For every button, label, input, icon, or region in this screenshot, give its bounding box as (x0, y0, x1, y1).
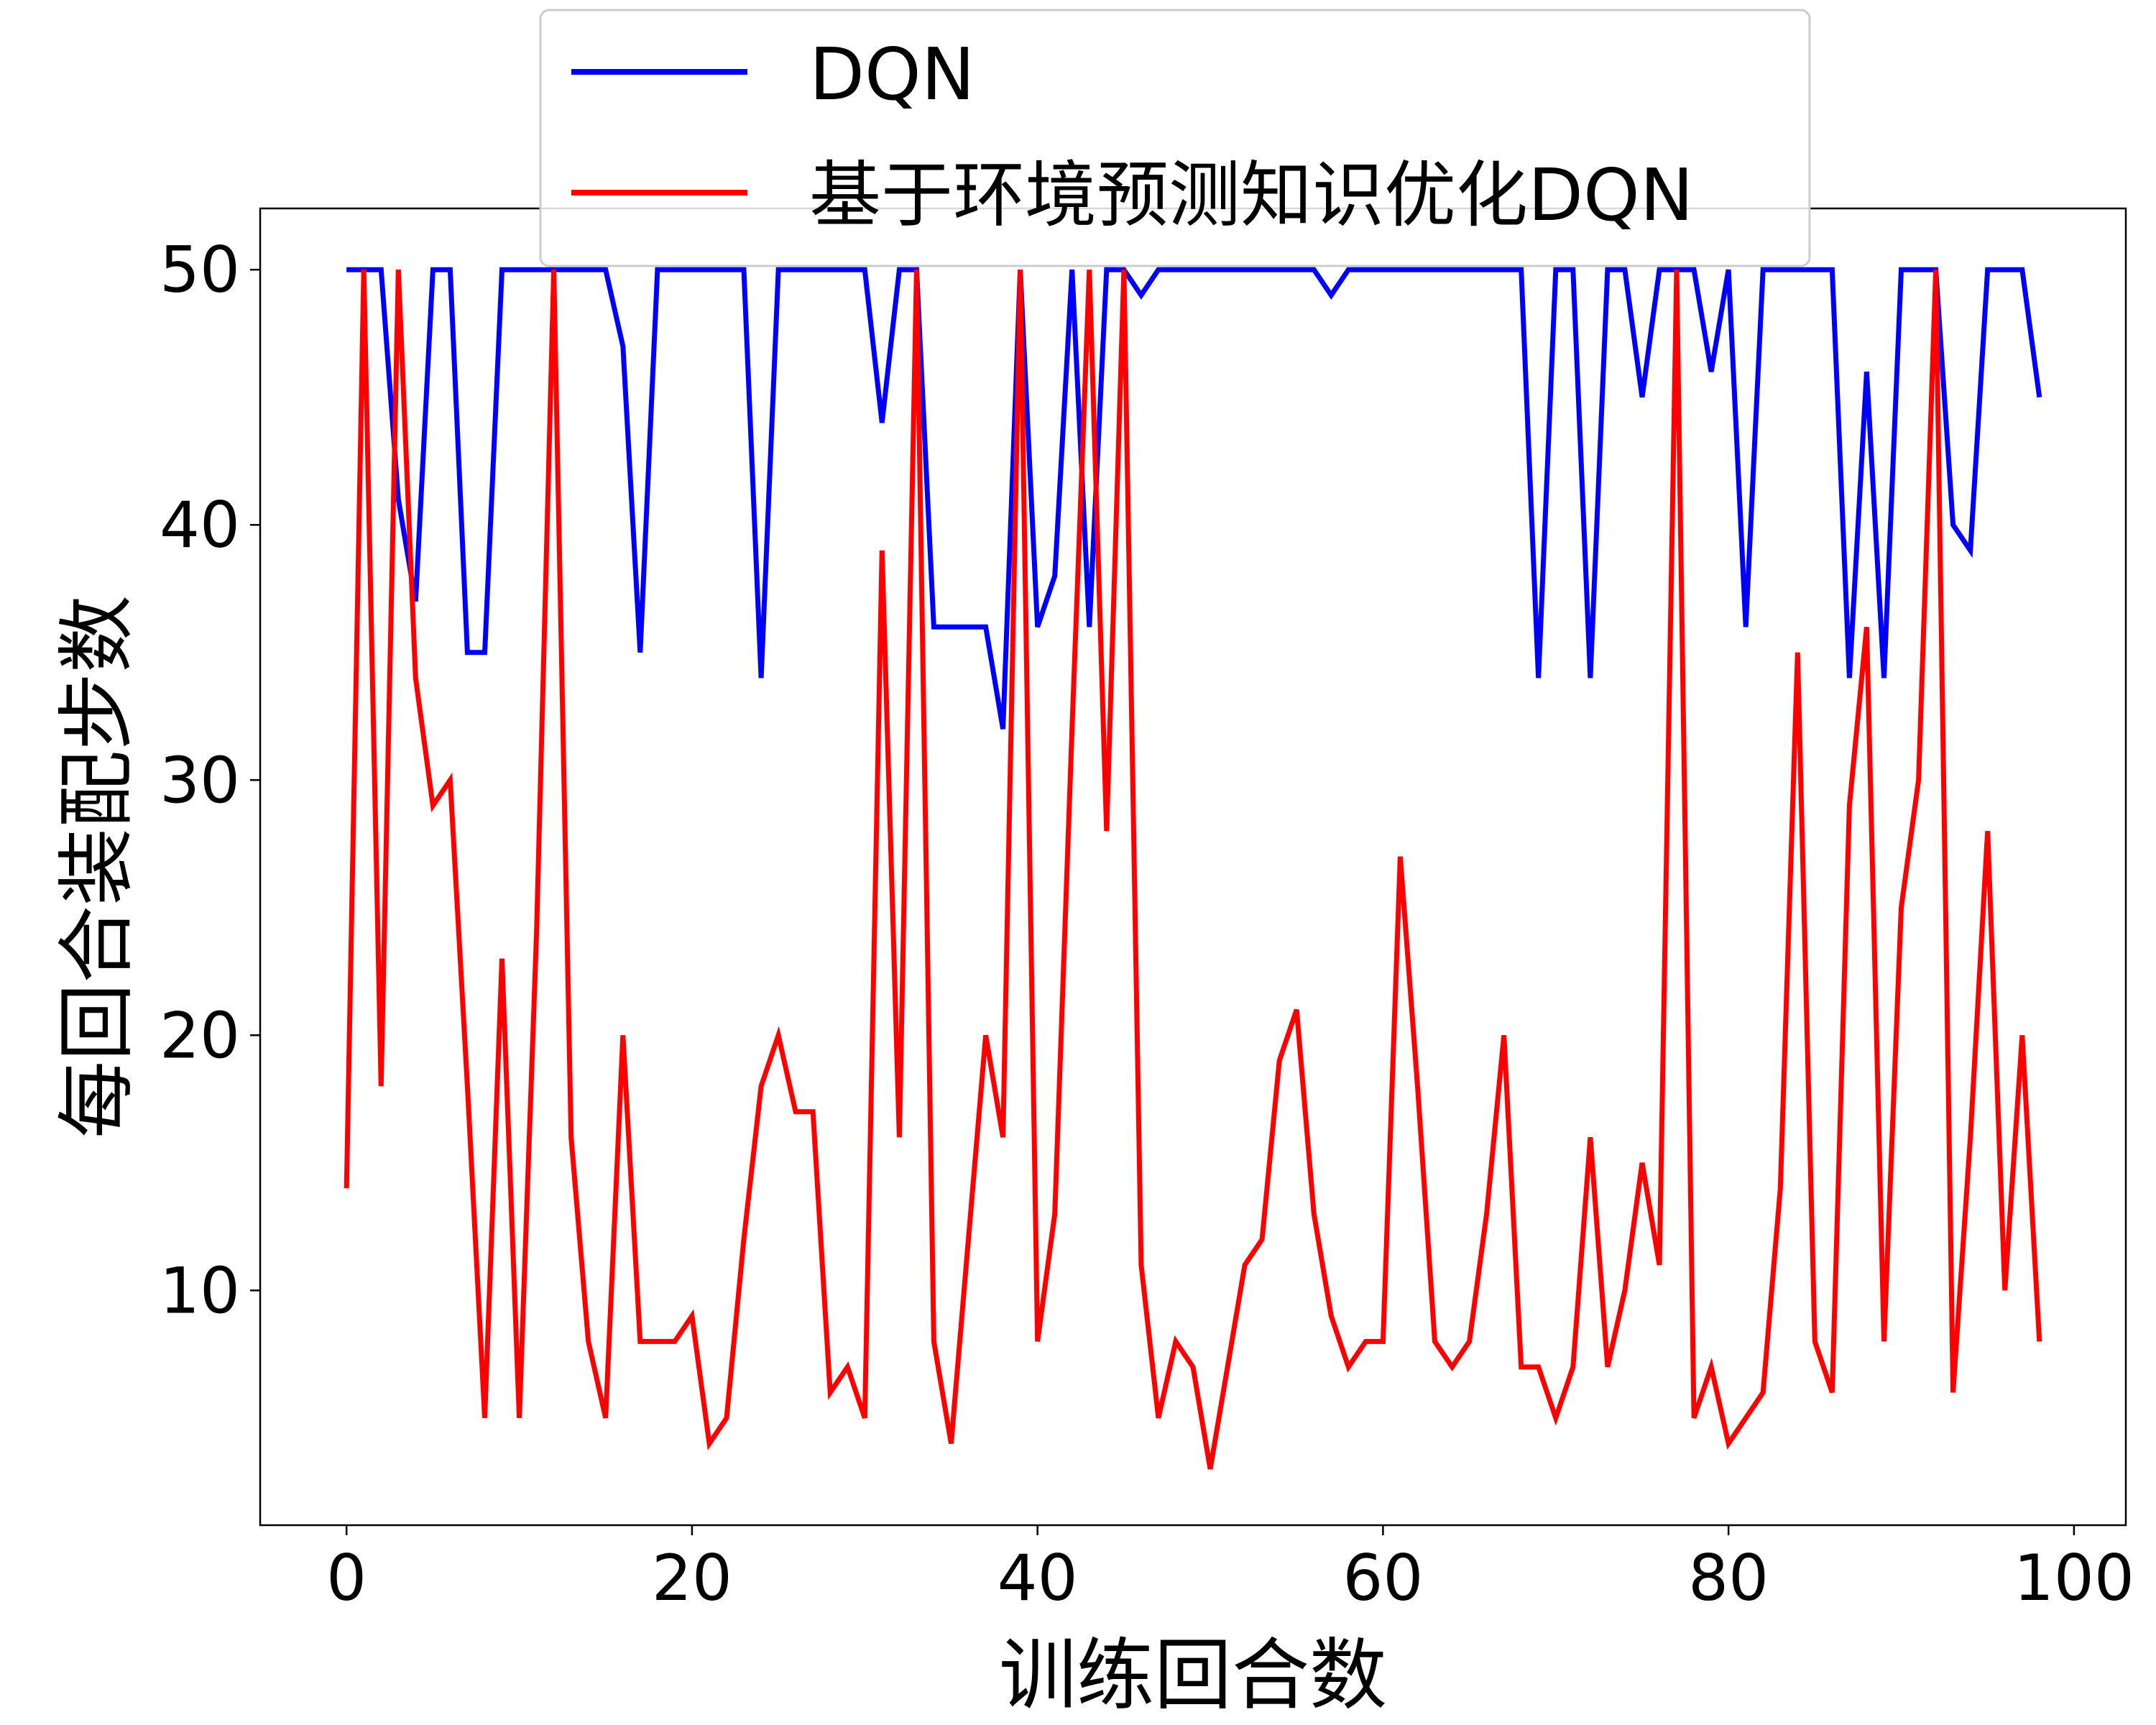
x-axis-title: 训练回合数 (999, 1631, 1387, 1721)
x-tick-label: 100 (2014, 1541, 2134, 1615)
series-layer (344, 267, 2042, 1470)
y-axis-title: 每回合装配步数 (52, 595, 142, 1138)
x-axis-ticks: 0 20 40 60 80 100 (326, 1525, 2134, 1615)
legend-label-dqn: DQN (809, 32, 975, 116)
x-tick-label: 0 (326, 1541, 367, 1615)
y-tick-label: 30 (160, 743, 240, 817)
y-tick-label: 20 (160, 998, 240, 1072)
x-tick-label: 80 (1688, 1541, 1769, 1615)
y-tick-label: 50 (160, 233, 240, 307)
x-tick-label: 20 (652, 1541, 732, 1615)
x-tick-label: 40 (998, 1541, 1078, 1615)
x-tick-label: 60 (1342, 1541, 1423, 1615)
legend-frame (539, 9, 1811, 267)
y-axis-ticks: 10 20 30 40 50 (160, 233, 260, 1328)
y-tick-label: 10 (160, 1254, 240, 1328)
series-line-optimized-dqn (344, 270, 2042, 1470)
series-line-dqn (346, 267, 2042, 730)
legend: DQN 基于环境预测知识优化DQN (539, 9, 1811, 267)
y-tick-label: 40 (160, 488, 240, 562)
legend-label-optimized-dqn: 基于环境预测知识优化DQN (809, 153, 1694, 237)
